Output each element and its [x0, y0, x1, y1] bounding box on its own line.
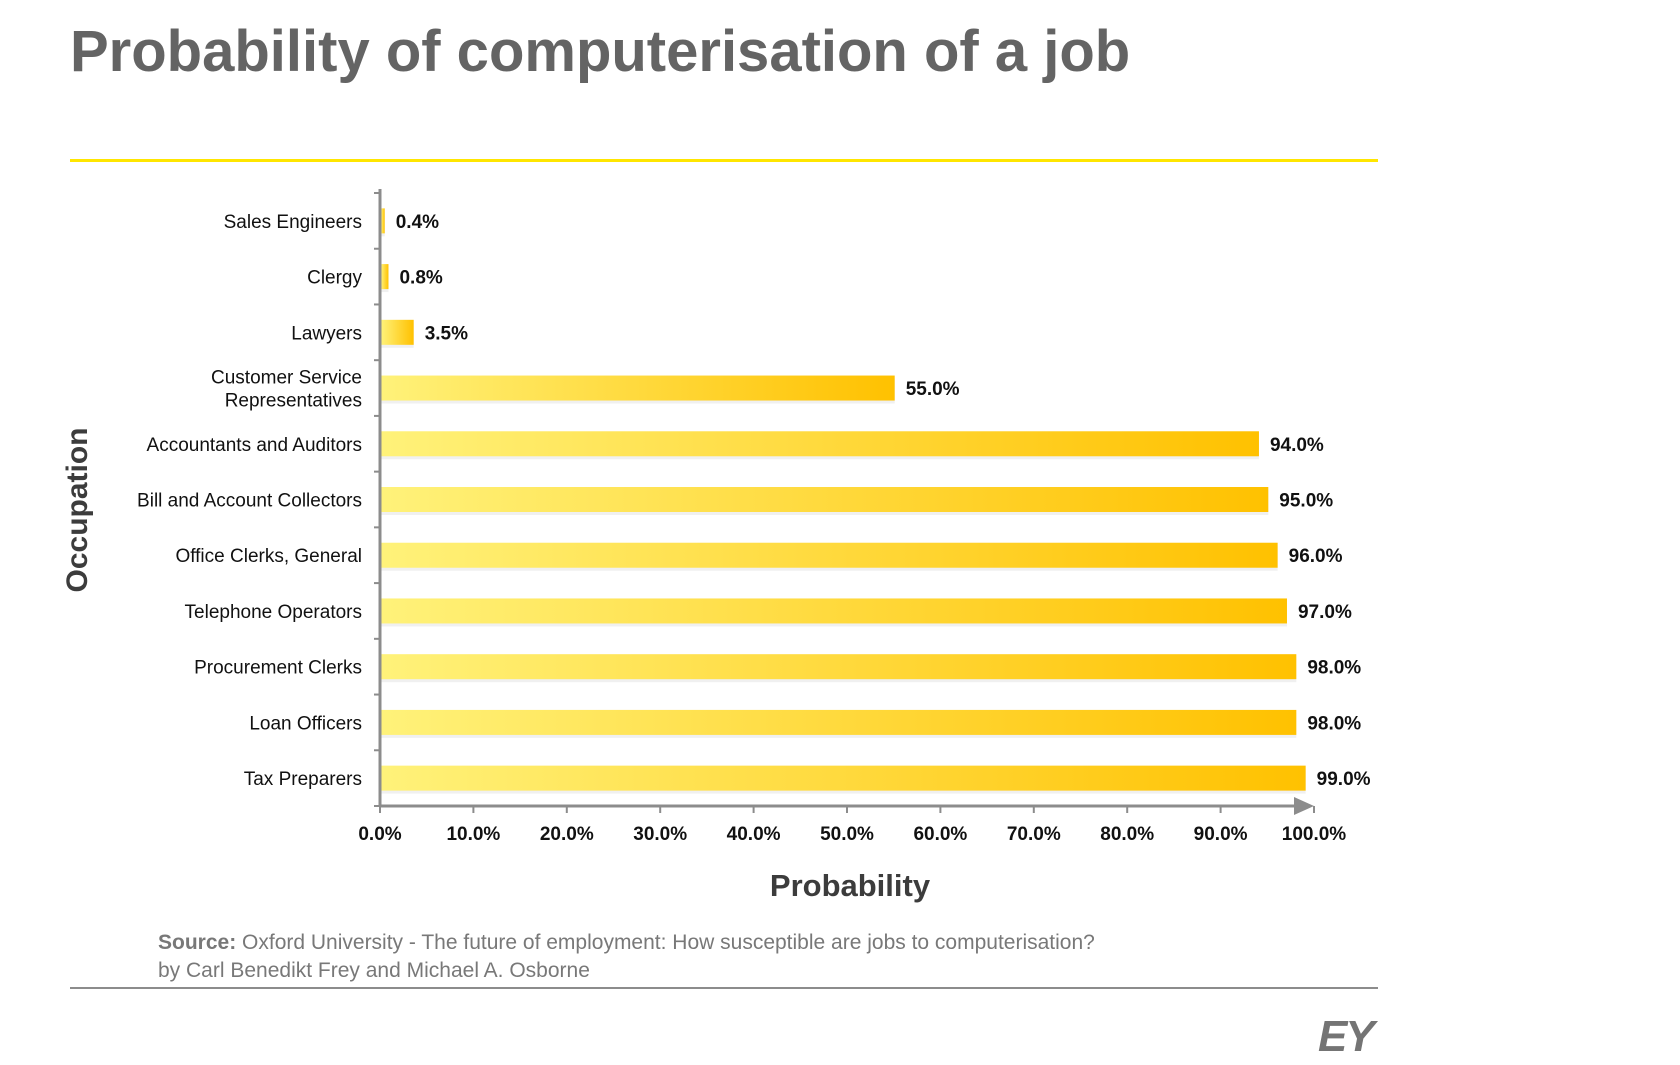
- x-tick-label: 20.0%: [540, 824, 594, 845]
- value-label: 0.4%: [396, 212, 439, 233]
- value-label: 0.8%: [399, 268, 442, 289]
- source-authors: by Carl Benedikt Frey and Michael A. Osb…: [158, 959, 590, 982]
- x-axis-title: Probability: [769, 868, 931, 903]
- x-tick-label: 100.0%: [1282, 824, 1347, 845]
- bar: [381, 598, 1287, 624]
- x-tick-label: 70.0%: [1007, 824, 1061, 845]
- x-tick-label: 30.0%: [633, 824, 687, 845]
- bar: [381, 208, 385, 234]
- category-label: Bill and Account Collectors: [137, 491, 362, 512]
- category-label: Sales Engineers: [224, 212, 362, 233]
- x-tick-label: 50.0%: [820, 824, 874, 845]
- value-label: 3.5%: [425, 323, 468, 344]
- bars-group: [381, 208, 1306, 794]
- value-label: 98.0%: [1307, 713, 1361, 734]
- category-label: Representatives: [225, 391, 362, 412]
- y-axis-title: Occupation: [61, 427, 94, 593]
- category-label: Loan Officers: [249, 713, 362, 734]
- source-label: Source:: [158, 931, 237, 954]
- value-label: 97.0%: [1298, 602, 1352, 623]
- source-note: Source: Oxford University - The future o…: [158, 929, 1095, 985]
- ey-logo: EY: [1318, 1012, 1375, 1061]
- category-label: Lawyers: [291, 323, 362, 344]
- bar: [381, 709, 1297, 735]
- category-label: Tax Preparers: [244, 769, 362, 790]
- x-tick-label: 80.0%: [1100, 824, 1154, 845]
- value-label: 94.0%: [1270, 435, 1324, 456]
- x-tick-label: 10.0%: [446, 824, 500, 845]
- value-label: 96.0%: [1289, 546, 1343, 567]
- category-label: Customer Service: [211, 368, 362, 389]
- x-tick-label: 0.0%: [358, 824, 401, 845]
- source-text: Oxford University - The future of employ…: [236, 931, 1095, 954]
- x-axis-arrow: [1294, 797, 1314, 815]
- category-label: Telephone Operators: [185, 602, 362, 623]
- bar: [381, 542, 1278, 568]
- bar: [381, 654, 1297, 680]
- value-label: 95.0%: [1279, 491, 1333, 512]
- category-label: Procurement Clerks: [194, 658, 362, 679]
- bar: [381, 375, 895, 401]
- bar: [381, 765, 1306, 791]
- bar: [381, 264, 389, 290]
- x-tick-label: 90.0%: [1194, 824, 1248, 845]
- bar: [381, 431, 1259, 457]
- page-title: Probability of computerisation of a job: [70, 19, 1131, 84]
- category-label: Office Clerks, General: [175, 546, 362, 567]
- title-underline: [70, 159, 1378, 162]
- bar: [381, 319, 414, 345]
- value-label: 98.0%: [1307, 658, 1361, 679]
- x-tick-label: 40.0%: [727, 824, 781, 845]
- category-label: Accountants and Auditors: [147, 435, 362, 456]
- value-label: 99.0%: [1317, 769, 1371, 790]
- category-label: Clergy: [307, 268, 362, 289]
- value-label: 55.0%: [906, 379, 960, 400]
- bar: [381, 487, 1269, 512]
- footer-rule: [70, 987, 1378, 989]
- axes-group: [374, 189, 1315, 815]
- labels-group: 0.4% Sales Engineers 0.8% Clergy 3.5% Lawyers…: [137, 212, 1371, 845]
- x-tick-label: 60.0%: [913, 824, 967, 845]
